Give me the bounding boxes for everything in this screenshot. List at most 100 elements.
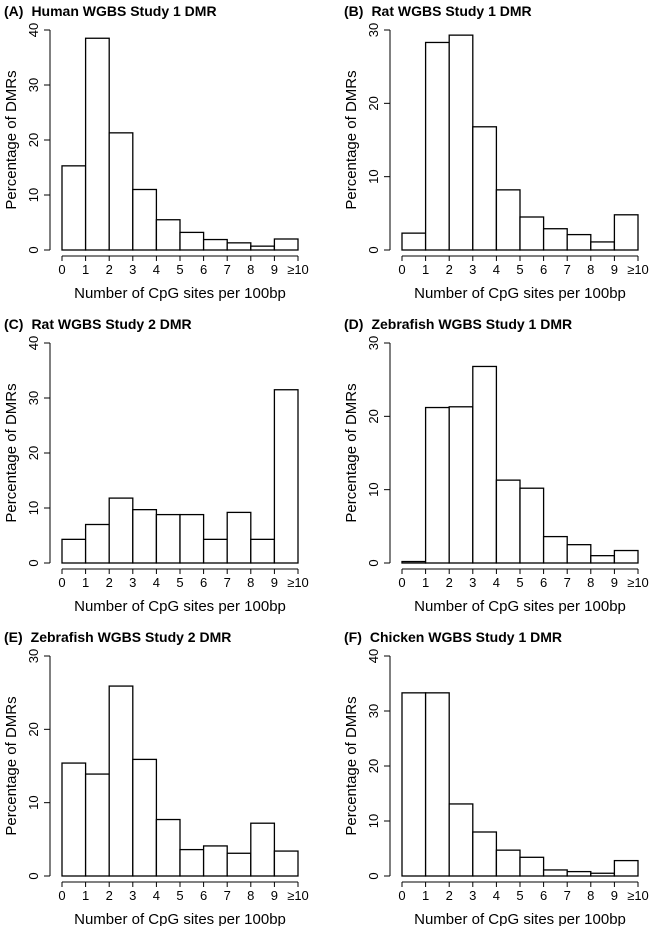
y-tick-label: 10 xyxy=(26,188,41,202)
x-tick-label: 7 xyxy=(224,888,231,903)
x-tick-label: 8 xyxy=(587,575,594,590)
x-tick-label: 2 xyxy=(106,575,113,590)
bar xyxy=(566,544,592,564)
y-axis-label: Percentage of DMRs xyxy=(343,696,360,835)
panel-title: (C) Rat WGBS Study 2 DMR xyxy=(4,316,192,332)
y-tick-label: 20 xyxy=(26,133,41,147)
x-tick-label: 1 xyxy=(422,888,429,903)
x-tick-label: 9 xyxy=(271,262,278,277)
x-tick-label: 4 xyxy=(153,575,160,590)
panel-title: (A) Human WGBS Study 1 DMR xyxy=(4,3,217,19)
panel-letter: (B) xyxy=(344,3,363,19)
bar xyxy=(226,852,252,877)
x-tick-label: 8 xyxy=(247,262,254,277)
bar xyxy=(590,555,616,564)
bar xyxy=(495,849,521,877)
x-tick-label: 7 xyxy=(224,575,231,590)
title-text: Zebrafish WGBS Study 1 DMR xyxy=(371,316,572,332)
x-tick-label: 8 xyxy=(247,888,254,903)
x-tick-label: 5 xyxy=(516,262,523,277)
panel: (B) Rat WGBS Study 1 DMR0102030Percentage… xyxy=(343,3,649,302)
y-tick-label: 0 xyxy=(366,246,381,253)
bar xyxy=(472,831,498,877)
x-tick-label: 8 xyxy=(587,262,594,277)
bar xyxy=(108,497,134,564)
panel-letter: (F) xyxy=(344,629,362,645)
bar xyxy=(472,365,498,564)
bar xyxy=(519,487,545,564)
y-tick-label: 30 xyxy=(366,23,381,37)
x-tick-label: 0 xyxy=(398,888,405,903)
y-tick-label: 20 xyxy=(26,446,41,460)
bar xyxy=(519,856,545,877)
title-text: Zebrafish WGBS Study 2 DMR xyxy=(31,629,232,645)
panel: (D) Zebrafish WGBS Study 1 DMR0102030Perc… xyxy=(343,316,649,615)
x-tick-label: 5 xyxy=(516,888,523,903)
bar xyxy=(155,513,181,564)
x-tick-label: 3 xyxy=(469,262,476,277)
x-tick-label: ≥10 xyxy=(627,575,649,590)
panel: (A) Human WGBS Study 1 DMR010203040Percen… xyxy=(3,3,309,302)
x-axis-label: Number of CpG sites per 100bp xyxy=(414,285,626,302)
x-tick-label: 3 xyxy=(469,888,476,903)
x-tick-label: 5 xyxy=(176,262,183,277)
y-tick-label: 10 xyxy=(26,501,41,515)
x-tick-label: 3 xyxy=(129,575,136,590)
x-tick-label: 2 xyxy=(106,888,113,903)
bar xyxy=(590,872,616,877)
bar xyxy=(250,245,276,251)
x-tick-label: 0 xyxy=(58,575,65,590)
y-tick-label: 0 xyxy=(366,559,381,566)
x-axis-label: Number of CpG sites per 100bp xyxy=(74,598,286,615)
y-tick-label: 20 xyxy=(26,722,41,736)
y-axis-label: Percentage of DMRs xyxy=(3,696,20,835)
y-tick-label: 30 xyxy=(26,391,41,405)
bar xyxy=(448,803,474,877)
panel: (C) Rat WGBS Study 2 DMR010203040Percenta… xyxy=(3,316,309,615)
bar xyxy=(424,692,450,877)
y-tick-label: 40 xyxy=(26,336,41,350)
bar xyxy=(84,523,110,564)
bar xyxy=(132,508,158,564)
panel-title: (F) Chicken WGBS Study 1 DMR xyxy=(344,629,562,645)
x-tick-label: 2 xyxy=(446,262,453,277)
title-text: Rat WGBS Study 2 DMR xyxy=(31,316,191,332)
x-tick-label: 6 xyxy=(540,888,547,903)
y-tick-label: 30 xyxy=(366,336,381,350)
bar xyxy=(84,37,110,251)
x-tick-label: ≥10 xyxy=(287,575,309,590)
y-tick-label: 40 xyxy=(366,649,381,663)
bar xyxy=(273,389,299,564)
title-text: Chicken WGBS Study 1 DMR xyxy=(370,629,562,645)
y-axis-label: Percentage of DMRs xyxy=(343,70,360,209)
x-tick-label: 5 xyxy=(176,888,183,903)
bar xyxy=(401,560,427,564)
panel-letter: (D) xyxy=(344,316,363,332)
y-tick-label: 30 xyxy=(26,78,41,92)
bar xyxy=(273,238,299,251)
x-tick-label: 2 xyxy=(446,888,453,903)
x-tick-label: 8 xyxy=(247,575,254,590)
bar xyxy=(108,685,134,877)
x-tick-label: 2 xyxy=(446,575,453,590)
y-tick-label: 0 xyxy=(26,246,41,253)
x-tick-label: 4 xyxy=(153,888,160,903)
y-tick-label: 10 xyxy=(366,482,381,496)
bar xyxy=(226,511,252,564)
x-tick-label: 0 xyxy=(398,262,405,277)
panel-letter: (A) xyxy=(4,3,23,19)
bar xyxy=(519,216,545,251)
x-tick-label: 6 xyxy=(540,575,547,590)
bar xyxy=(542,869,568,877)
bar xyxy=(424,406,450,564)
bar xyxy=(202,845,228,877)
panel-letter: (C) xyxy=(4,316,23,332)
y-tick-label: 10 xyxy=(366,814,381,828)
bar xyxy=(495,189,521,251)
y-tick-label: 0 xyxy=(366,872,381,879)
bar xyxy=(61,762,87,877)
bar xyxy=(448,34,474,251)
bar xyxy=(542,228,568,251)
x-tick-label: 4 xyxy=(493,575,500,590)
